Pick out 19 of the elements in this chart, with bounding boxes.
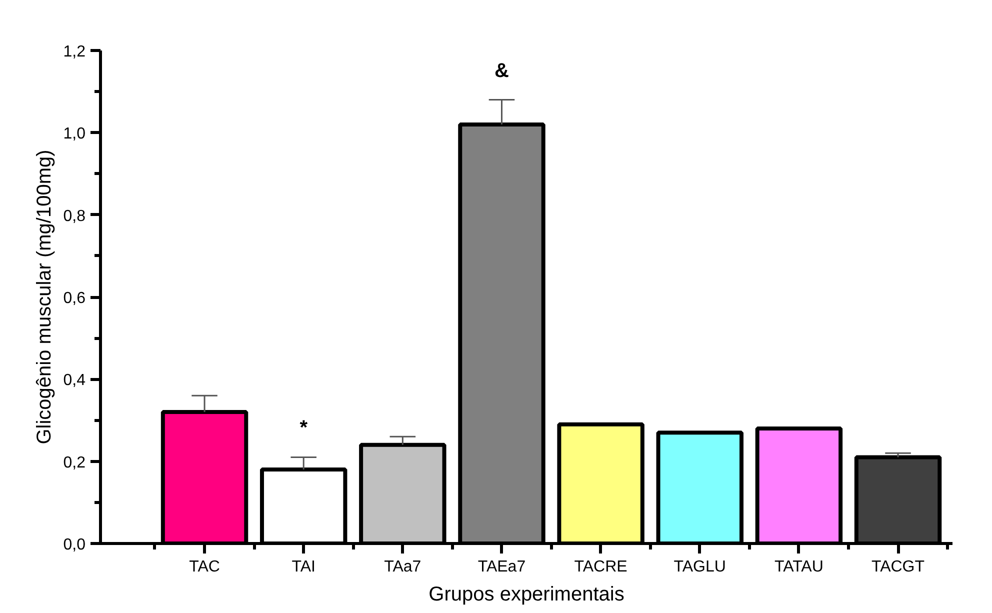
x-tick-label: TAEa7 — [478, 558, 526, 576]
y-tick-label: 0,2 — [63, 454, 86, 472]
y-tick-label: 1,2 — [63, 44, 86, 60]
x-tick-label: TAI — [292, 558, 316, 576]
y-tick-label: 0,8 — [63, 208, 86, 225]
y-tick-label: 0,4 — [63, 372, 86, 390]
x-tick-label: TAa7 — [384, 558, 422, 576]
y-tick-label: 0,6 — [63, 290, 86, 307]
annotation: * — [300, 417, 308, 440]
y-tick-label: 0,0 — [63, 536, 86, 554]
x-tick-label: TAC — [189, 558, 220, 576]
x-tick-label: TACGT — [871, 558, 925, 576]
x-tick-label: TATAU — [774, 558, 824, 576]
y-tick-label: 1,0 — [63, 126, 86, 143]
y-axis-title: Glicogênio muscular (mg/100mg) — [33, 150, 56, 444]
x-tick-label: TAGLU — [674, 558, 726, 576]
x-axis-title: Grupos experimentais — [428, 584, 624, 606]
annotation: & — [494, 60, 509, 82]
x-tick-label: TACRE — [574, 558, 628, 576]
